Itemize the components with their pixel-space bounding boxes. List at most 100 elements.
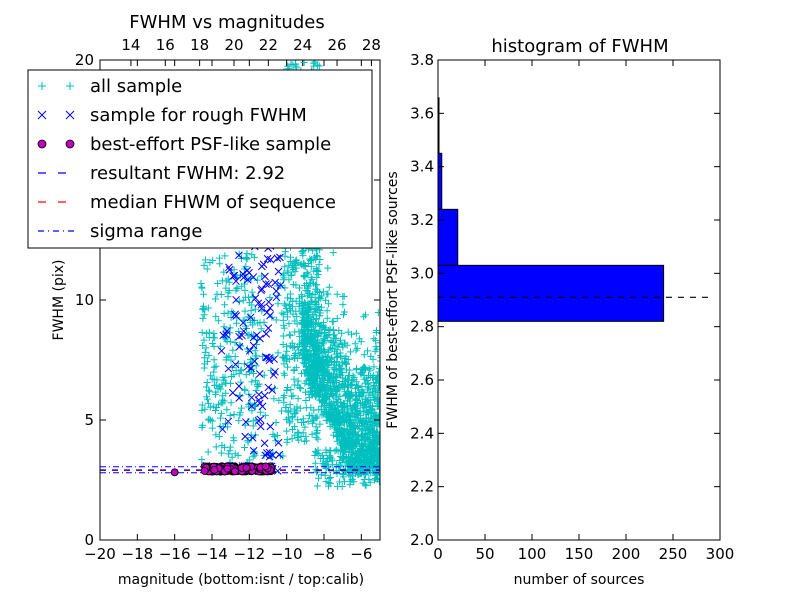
legend-box <box>27 69 373 249</box>
all-sample-point <box>303 269 311 277</box>
all-sample-point <box>300 437 308 445</box>
legend-marker <box>37 139 47 149</box>
all-sample-point <box>307 294 315 302</box>
left-x-tick-label: −12 <box>234 545 266 563</box>
rough-sample-point <box>219 331 228 340</box>
all-sample-point <box>324 264 332 272</box>
all-sample-point <box>359 442 367 450</box>
all-sample-point <box>290 343 298 351</box>
rough-sample-point <box>268 386 277 395</box>
all-sample-point <box>306 387 314 395</box>
all-sample-point <box>226 412 234 420</box>
rough-sample-point <box>235 251 243 260</box>
all-sample-point <box>370 444 378 452</box>
all-sample-point <box>337 462 345 470</box>
right-x-tick-label: 0 <box>433 545 443 563</box>
all-sample-point <box>324 348 332 356</box>
all-sample-point <box>365 391 373 399</box>
all-sample-point <box>222 389 230 397</box>
all-sample-point <box>299 329 307 337</box>
all-sample-point <box>353 344 361 352</box>
all-sample-point <box>302 355 310 363</box>
legend-entry: sample for rough FWHM <box>37 105 307 126</box>
right-x-axis-label: number of sources <box>514 572 645 588</box>
all-sample-point <box>282 403 290 411</box>
right-y-axis-label: FWHM of best-effort PSF-like sources <box>385 171 401 428</box>
all-sample-point <box>306 255 314 263</box>
all-sample-point <box>351 340 359 348</box>
all-sample-point <box>350 373 358 381</box>
legend-marker <box>37 110 47 120</box>
all-sample-point <box>225 278 233 286</box>
rough-sample-point <box>225 263 233 272</box>
rough-sample-point <box>231 310 239 319</box>
all-sample-point <box>292 297 300 305</box>
all-sample-point <box>317 455 325 463</box>
all-sample-point <box>227 313 235 321</box>
right-y-tick-label: 3.8 <box>410 51 434 69</box>
left-top-tick-label: 16 <box>156 36 175 54</box>
all-sample-point <box>274 349 282 357</box>
right-y-tick-label: 3.4 <box>410 158 434 176</box>
all-sample-point <box>313 329 321 337</box>
all-sample-point <box>293 320 301 328</box>
rough-sample-point <box>262 280 270 288</box>
rough-sample-point <box>218 425 227 434</box>
all-sample-point <box>312 298 320 306</box>
rough-sample-point <box>239 327 248 335</box>
all-sample-point <box>287 307 295 315</box>
all-sample-point <box>206 403 214 411</box>
all-sample-point <box>220 310 228 318</box>
all-sample-point <box>345 448 353 456</box>
left-x-tick-label: −14 <box>196 545 228 563</box>
all-sample-point <box>333 353 341 361</box>
right-y-tick-label: 2.0 <box>410 531 434 549</box>
all-sample-point <box>307 297 315 305</box>
all-sample-point <box>321 347 329 355</box>
all-sample-point <box>372 475 380 483</box>
all-sample-point <box>311 393 319 401</box>
all-sample-point <box>354 384 362 392</box>
all-sample-point <box>288 271 296 279</box>
all-sample-point <box>302 397 310 405</box>
all-sample-point <box>304 284 312 292</box>
all-sample-point <box>325 360 333 368</box>
all-sample-point <box>333 432 341 440</box>
all-sample-point <box>240 443 248 451</box>
histogram-bar <box>437 208 459 266</box>
legend-label: resultant FWHM: 2.92 <box>90 163 285 184</box>
all-sample-point <box>343 341 351 349</box>
all-sample-point <box>341 435 349 443</box>
psf-like-sample-point <box>200 467 209 475</box>
all-sample-point <box>314 295 322 303</box>
all-sample-point <box>375 368 380 376</box>
all-sample-point <box>324 300 332 308</box>
all-sample-point <box>359 479 367 487</box>
rough-sample-point <box>235 394 243 402</box>
all-sample-point <box>333 386 341 394</box>
all-sample-point <box>329 431 337 439</box>
all-sample-point <box>294 377 302 385</box>
all-sample-point <box>367 352 375 360</box>
all-sample-point <box>298 291 306 299</box>
all-sample-point <box>329 461 337 469</box>
all-sample-point <box>345 417 353 425</box>
left-x-tick-label: −20 <box>84 545 116 563</box>
all-sample-point <box>283 343 291 351</box>
all-sample-point <box>206 388 214 396</box>
all-sample-point <box>364 347 372 355</box>
all-sample-point <box>311 298 319 306</box>
all-sample-point <box>248 251 256 259</box>
all-sample-point <box>285 261 293 269</box>
all-sample-point <box>261 411 269 419</box>
rough-sample-point <box>272 287 281 295</box>
all-sample-point <box>270 395 278 403</box>
all-sample-point <box>201 405 209 413</box>
all-sample-point <box>235 370 243 378</box>
all-sample-point <box>347 389 355 397</box>
all-sample-point <box>322 478 330 486</box>
all-sample-point <box>203 378 211 386</box>
all-sample-point <box>312 368 320 376</box>
legend-entry: best-effort PSF-like sample <box>37 134 331 155</box>
